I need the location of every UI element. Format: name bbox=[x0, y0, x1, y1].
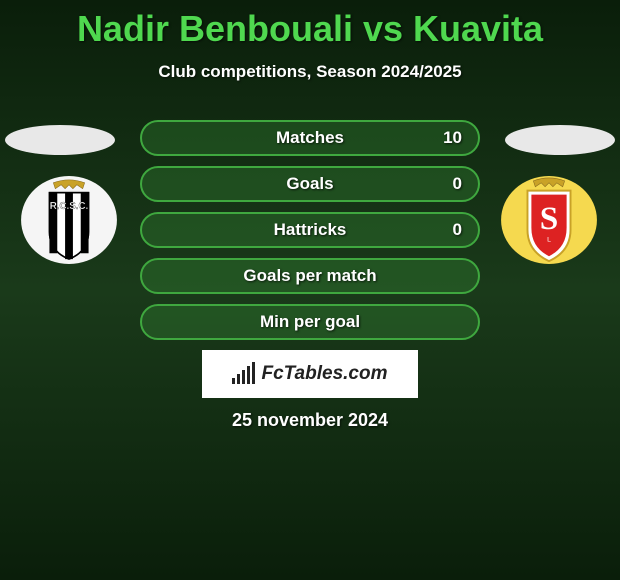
stats-panel: Matches 10 Goals 0 Hattricks 0 Goals per… bbox=[140, 120, 480, 350]
stat-row-goals: Goals 0 bbox=[140, 166, 480, 202]
player-right-ellipse bbox=[505, 125, 615, 155]
stat-label: Min per goal bbox=[260, 312, 360, 332]
stat-value: 0 bbox=[453, 174, 462, 194]
stat-label: Matches bbox=[276, 128, 344, 148]
svg-text:S: S bbox=[540, 200, 559, 237]
stat-row-min-per-goal: Min per goal bbox=[140, 304, 480, 340]
stat-row-goals-per-match: Goals per match bbox=[140, 258, 480, 294]
stat-row-hattricks: Hattricks 0 bbox=[140, 212, 480, 248]
stat-value: 10 bbox=[443, 128, 462, 148]
club-crest-left: R.C.S.C. bbox=[20, 175, 118, 265]
svg-text:R.C.S.C.: R.C.S.C. bbox=[50, 201, 89, 212]
club-crest-right: S L bbox=[500, 175, 598, 265]
stat-value: 0 bbox=[453, 220, 462, 240]
stat-label: Goals bbox=[286, 174, 333, 194]
stat-label: Goals per match bbox=[243, 266, 376, 286]
date-label: 25 november 2024 bbox=[0, 410, 620, 431]
subtitle: Club competitions, Season 2024/2025 bbox=[0, 62, 620, 82]
fctables-logo: FcTables.com bbox=[202, 350, 418, 398]
logo-bars-icon bbox=[232, 364, 255, 384]
stat-label: Hattricks bbox=[274, 220, 347, 240]
stat-row-matches: Matches 10 bbox=[140, 120, 480, 156]
logo-text: FcTables.com bbox=[261, 363, 387, 385]
player-left-ellipse bbox=[5, 125, 115, 155]
page-title: Nadir Benbouali vs Kuavita bbox=[0, 0, 620, 50]
svg-text:L: L bbox=[547, 237, 551, 244]
